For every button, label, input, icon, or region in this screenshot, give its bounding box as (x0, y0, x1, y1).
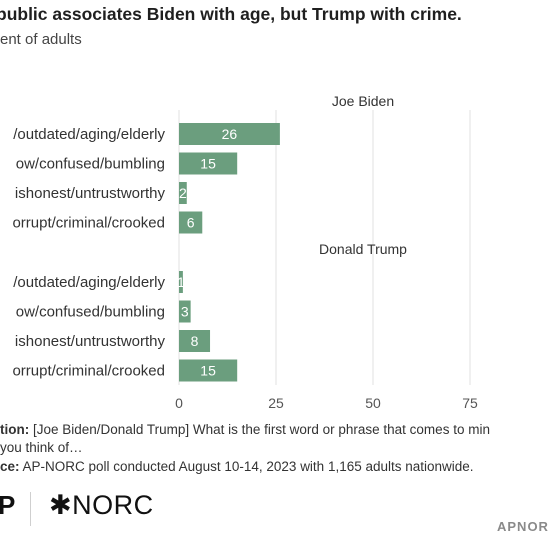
x-tick-label: 75 (462, 395, 478, 411)
panel-title: Joe Biden (332, 93, 394, 109)
data-label: 3 (181, 304, 189, 320)
x-tick-label: 50 (365, 395, 381, 411)
source-note: ce: AP-NORC poll conducted August 10-14,… (0, 459, 474, 474)
question-label: tion: (0, 422, 30, 437)
bar-chart: 0 25 50 75 Joe Biden/outdated/aging/elderly 2… (12, 93, 478, 411)
category-label: orrupt/criminal/crooked (12, 363, 165, 380)
bar (179, 359, 238, 382)
bar (179, 211, 203, 234)
ap-logo: P (0, 490, 16, 520)
bar (179, 300, 191, 323)
bar (179, 271, 183, 293)
data-label: 8 (191, 333, 199, 349)
category-label: orrupt/criminal/crooked (12, 215, 165, 232)
norc-logo: ✱NORC (49, 490, 154, 520)
x-tick-label: 25 (268, 395, 284, 411)
data-label: 2 (179, 185, 187, 201)
bar (179, 123, 280, 145)
x-tick-label: 0 (175, 395, 183, 411)
data-label: 26 (222, 126, 238, 142)
category-label: /outdated/aging/elderly (13, 126, 165, 143)
data-label: 6 (187, 215, 195, 231)
source-text: AP-NORC poll conducted August 10-14, 202… (19, 459, 474, 474)
bar (179, 182, 187, 204)
apnorc-wordmark: APNOR (497, 519, 549, 534)
category-label: ow/confused/bumbling (16, 156, 165, 173)
category-label: ow/confused/bumbling (16, 304, 165, 321)
data-label: 1 (177, 274, 185, 290)
question-note: tion: [Joe Biden/Donald Trump] What is t… (0, 422, 490, 437)
category-label: /outdated/aging/elderly (13, 274, 165, 291)
question-note-continued: you think of… (0, 440, 83, 455)
panel-title: Donald Trump (319, 241, 407, 257)
data-label: 15 (200, 156, 216, 172)
category-label: ishonest/untrustworthy (15, 185, 166, 202)
source-label: ce: (0, 459, 20, 474)
chart-title: public associates Biden with age, but Tr… (0, 4, 462, 24)
category-label: ishonest/untrustworthy (15, 333, 166, 350)
question-text: [Joe Biden/Donald Trump] What is the fir… (29, 422, 490, 437)
chart-subtitle: ent of adults (0, 31, 82, 48)
logo-divider (30, 492, 31, 526)
bar (179, 152, 238, 175)
data-label: 15 (200, 363, 216, 379)
bar (179, 330, 211, 352)
